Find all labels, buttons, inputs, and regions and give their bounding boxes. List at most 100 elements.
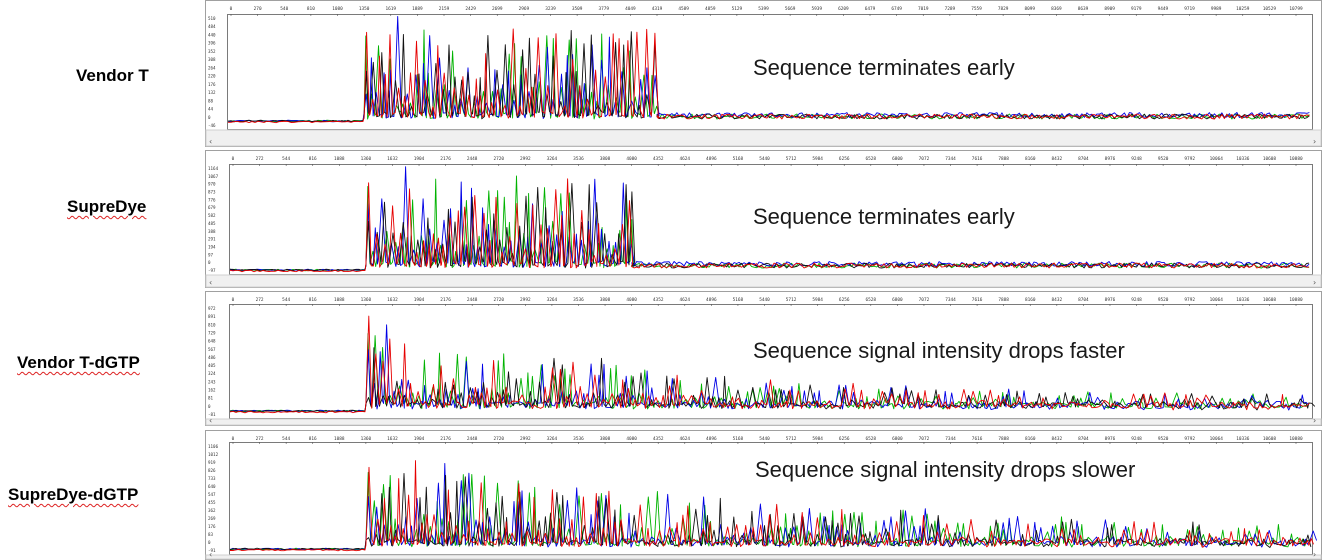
x-tick-label: 544	[282, 297, 290, 303]
annotation-supredye-dgtp: Sequence signal intensity drops slower	[755, 457, 1136, 482]
x-tick-label: 1360	[361, 297, 372, 303]
y-tick-label: 1164	[208, 166, 219, 171]
x-tick-label: 9179	[1131, 6, 1142, 12]
x-tick-label: 8704	[1078, 436, 1089, 442]
x-tick-label: 9248	[1131, 436, 1142, 442]
x-tick-label: 1904	[414, 156, 425, 162]
x-tick-label: 4896	[706, 297, 717, 303]
x-tick-label: 10336	[1236, 297, 1250, 303]
x-tick-label: 6800	[892, 297, 903, 303]
x-tick-label: 7072	[919, 436, 930, 442]
x-tick-label: 0	[232, 156, 235, 162]
annotation-supredye: Sequence terminates early	[753, 204, 1015, 229]
y-tick-label: 733	[208, 476, 216, 481]
horizontal-scrollbar	[205, 274, 1322, 288]
y-tick-label: 810	[208, 322, 216, 327]
x-tick-label: 9989	[1211, 6, 1222, 12]
y-tick-label: 484	[208, 24, 216, 29]
x-tick-label: 1350	[359, 6, 370, 12]
y-tick-label: 132	[208, 90, 216, 95]
x-tick-label: 10529	[1263, 6, 1277, 12]
x-tick-label: 9449	[1158, 6, 1169, 12]
x-tick-label: 4624	[679, 156, 690, 162]
y-tick-label: 776	[208, 197, 216, 202]
x-tick-label: 5168	[733, 156, 744, 162]
x-tick-label: 10064	[1210, 436, 1224, 442]
x-tick-label: 4624	[679, 436, 690, 442]
x-tick-label: 816	[309, 156, 317, 162]
y-tick-label: 388	[208, 229, 216, 234]
horizontal-scrollbar	[205, 554, 1322, 560]
horizontal-scrollbar	[205, 129, 1322, 147]
trace-t	[229, 315, 1310, 414]
x-tick-label: 0	[232, 297, 235, 303]
x-tick-label: 6528	[866, 156, 877, 162]
chromatogram-supredye: 0 272 544 816 1088 1360 1632 1904 2176 2448 2720 29…	[205, 150, 1322, 288]
x-tick-label: 4859	[705, 6, 716, 12]
x-tick-label: 3264	[547, 436, 558, 442]
scroll-right-arrow: ›	[1313, 416, 1316, 425]
x-tick-label: 5712	[786, 297, 797, 303]
y-tick-label: 0	[208, 260, 211, 265]
y-tick-label: 826	[208, 468, 216, 473]
x-tick-label: 5440	[759, 156, 770, 162]
y-tick-label: 291	[208, 237, 216, 242]
y-tick-label: 362	[208, 508, 216, 513]
x-tick-label: 1088	[334, 297, 345, 303]
x-tick-label: 6209	[838, 6, 849, 12]
x-tick-label: 9520	[1158, 297, 1169, 303]
x-tick-label: 1360	[361, 156, 372, 162]
x-tick-label: 272	[256, 436, 264, 442]
x-tick-label: 10880	[1289, 156, 1303, 162]
x-tick-label: 4589	[678, 6, 689, 12]
y-tick-label: 81	[208, 396, 214, 401]
y-tick-label: 352	[208, 49, 216, 54]
x-tick-label: 2720	[493, 297, 504, 303]
chromatogram-panel-vendor-t-dgtp: 0 272 544 816 1088 1360 1632 1904 2176 2448 2720 29…	[205, 291, 1322, 426]
x-tick-label: 10880	[1289, 297, 1303, 303]
y-tick-label: 0	[208, 404, 211, 409]
x-tick-label: 3808	[600, 297, 611, 303]
x-tick-label: 10336	[1236, 436, 1250, 442]
x-tick-label: 7888	[998, 156, 1009, 162]
x-tick-label: 10064	[1210, 156, 1224, 162]
x-tick-label: 7072	[919, 297, 930, 303]
x-tick-label: 5129	[732, 6, 743, 12]
x-tick-label: 9520	[1158, 156, 1169, 162]
x-tick-label: 2992	[520, 436, 531, 442]
y-tick-label: 679	[208, 205, 216, 210]
y-tick-label: 243	[208, 379, 216, 384]
x-tick-label: 5168	[733, 436, 744, 442]
x-tick-label: 8909	[1104, 6, 1115, 12]
y-tick-label: 891	[208, 314, 216, 319]
y-tick-label: -46	[208, 123, 216, 128]
x-tick-label: 3808	[600, 436, 611, 442]
x-tick-label: 8704	[1078, 297, 1089, 303]
x-tick-label: 7344	[945, 156, 956, 162]
y-tick-label: 873	[208, 190, 216, 195]
y-tick-label: 269	[208, 516, 216, 521]
x-tick-label: 6528	[866, 436, 877, 442]
y-tick-label: 396	[208, 41, 216, 46]
x-tick-label: 10880	[1289, 436, 1303, 442]
x-tick-label: 272	[256, 156, 264, 162]
x-tick-label: 0	[232, 436, 235, 442]
y-tick-label: 264	[208, 65, 216, 70]
x-tick-label: 2992	[520, 297, 531, 303]
y-tick-label: 972	[208, 306, 216, 311]
x-tick-label: 0	[230, 6, 233, 12]
x-tick-label: 8160	[1025, 156, 1036, 162]
x-tick-label: 6256	[839, 436, 850, 442]
x-tick-label: 6800	[892, 156, 903, 162]
x-tick-label: 5669	[785, 6, 796, 12]
row-label-supredye-dgtp: SupreDye-dGTP	[8, 485, 139, 504]
x-tick-label: 9248	[1131, 156, 1142, 162]
x-tick-label: 272	[256, 297, 264, 303]
x-tick-label: 9248	[1131, 297, 1142, 303]
x-tick-label: 3239	[545, 6, 556, 12]
x-tick-label: 1632	[387, 297, 398, 303]
x-tick-label: 6479	[865, 6, 876, 12]
x-tick-label: 7888	[998, 297, 1009, 303]
x-tick-label: 3808	[600, 156, 611, 162]
x-tick-label: 7289	[945, 6, 956, 12]
